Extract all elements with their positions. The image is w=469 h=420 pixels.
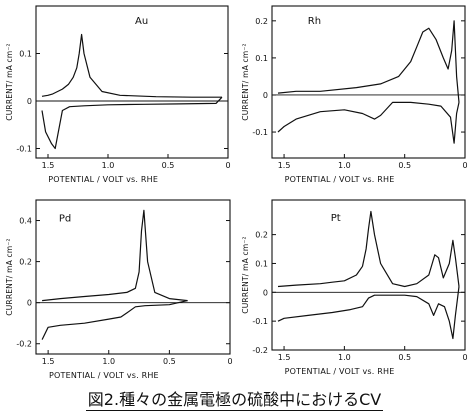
y-tick-label: 0.1 — [255, 259, 268, 268]
plot-frame — [271, 5, 466, 159]
plot-frame — [35, 199, 231, 355]
cathodic-sweep-line — [277, 286, 460, 340]
y-tick-label: 0.2 — [255, 17, 268, 26]
x-tick-label: 1.0 — [102, 161, 115, 170]
y-tick-label: -0.2 — [252, 346, 268, 355]
x-tick-label: 0.5 — [398, 161, 411, 170]
x-tick-label: 1.5 — [42, 161, 55, 170]
y-tick-label: 0 — [263, 288, 268, 297]
y-axis-label: CURRENT/ mA cm⁻² — [241, 236, 250, 313]
x-tick-label: 0.5 — [163, 357, 176, 366]
x-tick-label: 1.5 — [42, 357, 55, 366]
x-axis-label: POTENTIAL / VOLT vs. RHE — [49, 371, 159, 380]
y-tick-label: 0.1 — [255, 54, 268, 63]
anodic-sweep-line — [277, 210, 460, 288]
cathodic-sweep-line — [277, 101, 460, 144]
y-tick-label: -0.1 — [252, 128, 268, 137]
anodic-sweep-line — [277, 20, 460, 103]
plot-frame — [35, 5, 229, 159]
y-tick-label: 0.2 — [19, 258, 32, 267]
x-tick-label: 0 — [462, 353, 467, 362]
y-tick-label: 0.2 — [255, 231, 268, 240]
x-tick-label: 1.5 — [278, 161, 291, 170]
x-tick-label: 1.5 — [278, 353, 291, 362]
x-tick-label: 0 — [225, 161, 230, 170]
panel-pt: 0.2 0.1 0 -0.1 -0.2 1.5 1.0 0.5 0 Pt POTENTIAL / V… — [241, 199, 468, 376]
x-tick-label: 0 — [227, 357, 232, 366]
figure-caption: 図2.種々の金属電極の硫酸中におけるCV — [85, 390, 384, 411]
cathodic-sweep-line — [41, 96, 223, 150]
cathodic-sweep-line — [41, 300, 188, 340]
metal-label: Pd — [59, 213, 71, 224]
y-tick-label: 0 — [27, 97, 32, 106]
y-tick-label: 0 — [263, 91, 268, 100]
metal-label: Au — [135, 16, 148, 27]
y-tick-label: 0 — [27, 299, 32, 308]
x-tick-label: 0.5 — [162, 161, 175, 170]
x-tick-label: 1.0 — [338, 353, 351, 362]
y-tick-label: 0.4 — [19, 217, 32, 226]
y-tick-label: -0.1 — [252, 317, 268, 326]
anodic-sweep-line — [41, 33, 222, 98]
x-axis-label: POTENTIAL / VOLT vs. RHE — [48, 175, 158, 184]
x-axis-label: POTENTIAL / VOLT vs. RHE — [285, 367, 395, 376]
panel-rh: 0.2 0.1 0 -0.1 1.5 1.0 0.5 0 Rh POTENTIAL / VOLT … — [241, 5, 468, 184]
y-axis-label: CURRENT/ mA cm⁻² — [5, 43, 14, 120]
x-tick-label: 0.5 — [398, 353, 411, 362]
x-axis-label: POTENTIAL / VOLT vs. RHE — [285, 175, 395, 184]
x-tick-label: 1.0 — [338, 161, 351, 170]
panel-au: 0.1 0 -0.1 1.5 1.0 0.5 0 Au POTENTIAL / VOLT vs.… — [5, 5, 231, 184]
x-tick-label: 0 — [462, 161, 467, 170]
y-tick-label: -0.2 — [16, 340, 32, 349]
metal-label: Rh — [308, 16, 321, 27]
anodic-sweep-line — [42, 209, 188, 302]
y-axis-label: CURRENT/ mA cm⁻² — [241, 43, 250, 120]
plot-frame — [271, 199, 466, 351]
panel-pd: 0.4 0.2 0 -0.2 1.5 1.0 0.5 0 Pd POTENTIAL / VOLT … — [5, 199, 233, 380]
y-tick-label: -0.1 — [16, 145, 32, 154]
y-tick-label: 0.1 — [19, 50, 32, 59]
metal-label: Pt — [331, 213, 341, 224]
y-axis-label: CURRENT/ mA cm⁻² — [5, 238, 14, 315]
x-tick-label: 1.0 — [102, 357, 115, 366]
